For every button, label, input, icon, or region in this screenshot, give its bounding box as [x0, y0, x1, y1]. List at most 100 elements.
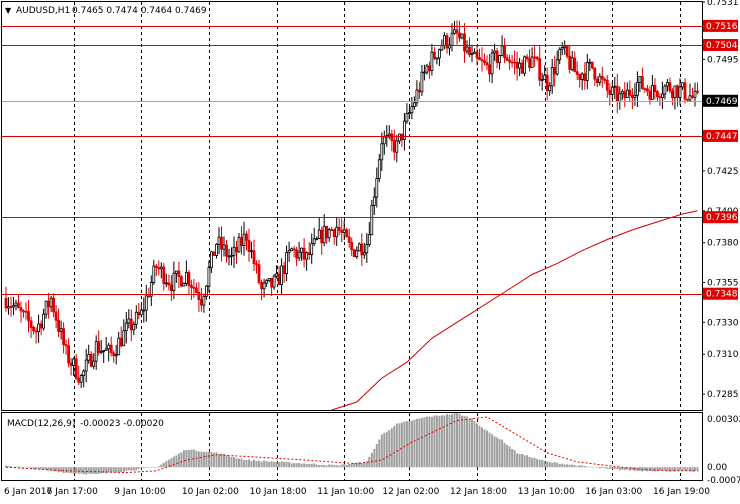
candle-bull	[663, 85, 667, 95]
candle-bull	[124, 322, 128, 332]
candle-bear	[235, 246, 238, 253]
macd-histogram-bar	[308, 464, 311, 468]
candle-bull	[37, 323, 40, 333]
macd-histogram-bar	[305, 464, 308, 468]
macd-histogram-bar	[471, 418, 473, 468]
macd-histogram-bar	[215, 452, 218, 468]
candle-bear	[54, 311, 58, 321]
candle-bear	[641, 76, 644, 89]
candle-bull	[94, 341, 98, 362]
price-tick-label: 0.7355	[707, 279, 739, 289]
candle-bull	[237, 237, 241, 253]
candle-bull	[365, 244, 369, 254]
candle-bear	[483, 60, 486, 63]
candle-bull	[87, 353, 91, 361]
macd-histogram-bar	[50, 467, 53, 471]
candle-bear	[157, 267, 161, 270]
macd-histogram-bar	[385, 431, 388, 468]
candle-bull	[410, 106, 414, 114]
level-price-tag[interactable]	[703, 211, 738, 224]
candle-bull	[159, 266, 163, 270]
macd-histogram-bar	[52, 467, 55, 472]
macd-histogram-bar	[410, 420, 413, 468]
candle-bear	[199, 299, 203, 306]
macd-histogram-bar	[72, 467, 75, 474]
candle-bear	[458, 32, 461, 39]
macd-histogram-bar	[488, 432, 491, 468]
symbol-dropdown-icon[interactable]: ▼	[5, 6, 12, 15]
level-price-tag[interactable]	[703, 287, 738, 300]
candle-bear	[32, 326, 35, 332]
candle-bull	[134, 311, 138, 325]
macd-histogram-bar	[47, 467, 50, 471]
candle-bear	[623, 91, 627, 99]
macd-histogram-bar	[593, 467, 596, 468]
macd-histogram-bar	[648, 467, 651, 471]
macd-histogram-bar	[295, 463, 298, 468]
candle-bear	[628, 89, 632, 96]
candle-bull	[315, 238, 319, 240]
candle-bear	[302, 247, 306, 260]
horizontal-levels[interactable]	[2, 26, 702, 295]
candle-bear	[325, 225, 329, 239]
candle-bear	[167, 282, 171, 286]
macd-histogram-bar	[165, 461, 168, 468]
candle-bull	[490, 52, 494, 75]
candle-bear	[17, 302, 20, 309]
macd-histogram-bar	[345, 464, 348, 468]
candle-bear	[347, 236, 351, 243]
macd-histogram-bar	[205, 451, 208, 468]
ohlc-values: 0.7465 0.7474 0.7464 0.7469	[72, 6, 207, 16]
macd-histogram-bar	[696, 467, 699, 472]
macd-histogram-bar	[22, 467, 25, 468]
price-axis[interactable]: 0.75310.74950.74250.74000.73800.73550.73…	[702, 0, 739, 400]
macd-histogram-bar	[453, 413, 456, 468]
macd-histogram-bar	[511, 449, 514, 468]
candle-bear	[503, 45, 507, 59]
macd-histogram-bar	[245, 460, 248, 468]
candle-bear	[455, 29, 459, 34]
level-price-tag[interactable]	[703, 39, 738, 51]
macd-histogram-bar	[561, 463, 564, 468]
macd-histogram-bar	[443, 415, 446, 468]
candle-bear	[658, 96, 662, 98]
candle-bull	[580, 73, 584, 80]
candle-bear	[417, 89, 421, 93]
candle-bull	[209, 251, 213, 269]
price-tick-label: 0.7425	[707, 167, 739, 177]
candle-bear	[533, 56, 536, 59]
macd-histogram-bar	[425, 416, 428, 468]
candle-bear	[605, 79, 609, 91]
candle-bull	[570, 57, 574, 70]
macd-histogram-bar	[27, 467, 30, 468]
candle-bear	[47, 300, 50, 308]
level-price-tag[interactable]	[703, 129, 738, 142]
candle-bull	[395, 140, 399, 153]
macd-histogram-bar	[228, 456, 230, 468]
candle-bull	[548, 85, 552, 92]
macd-histogram-bar	[478, 425, 481, 468]
macd-histogram-bar	[185, 450, 188, 468]
macd-histogram-bar	[238, 458, 240, 468]
macd-histogram-bar	[671, 467, 674, 471]
candle-bear	[62, 328, 65, 346]
candle-bull	[172, 272, 176, 292]
macd-histogram-bar	[673, 467, 676, 472]
candle-bull	[49, 297, 53, 308]
candle-bull	[312, 238, 316, 245]
level-price-tag[interactable]	[703, 19, 738, 32]
macd-histogram-bar	[591, 467, 594, 468]
time-tick-label: 12 Jan 18:00	[450, 487, 507, 497]
candle-bull	[117, 337, 121, 356]
candle-bear	[247, 239, 251, 253]
macd-histogram-bar	[17, 466, 20, 468]
candle-bear	[189, 285, 193, 288]
candle-bear	[525, 56, 529, 60]
macd-histogram-bar	[503, 443, 506, 468]
candle-bull	[250, 250, 253, 253]
macd-histogram-bar	[583, 466, 586, 468]
macd-histogram-bar	[230, 456, 233, 468]
